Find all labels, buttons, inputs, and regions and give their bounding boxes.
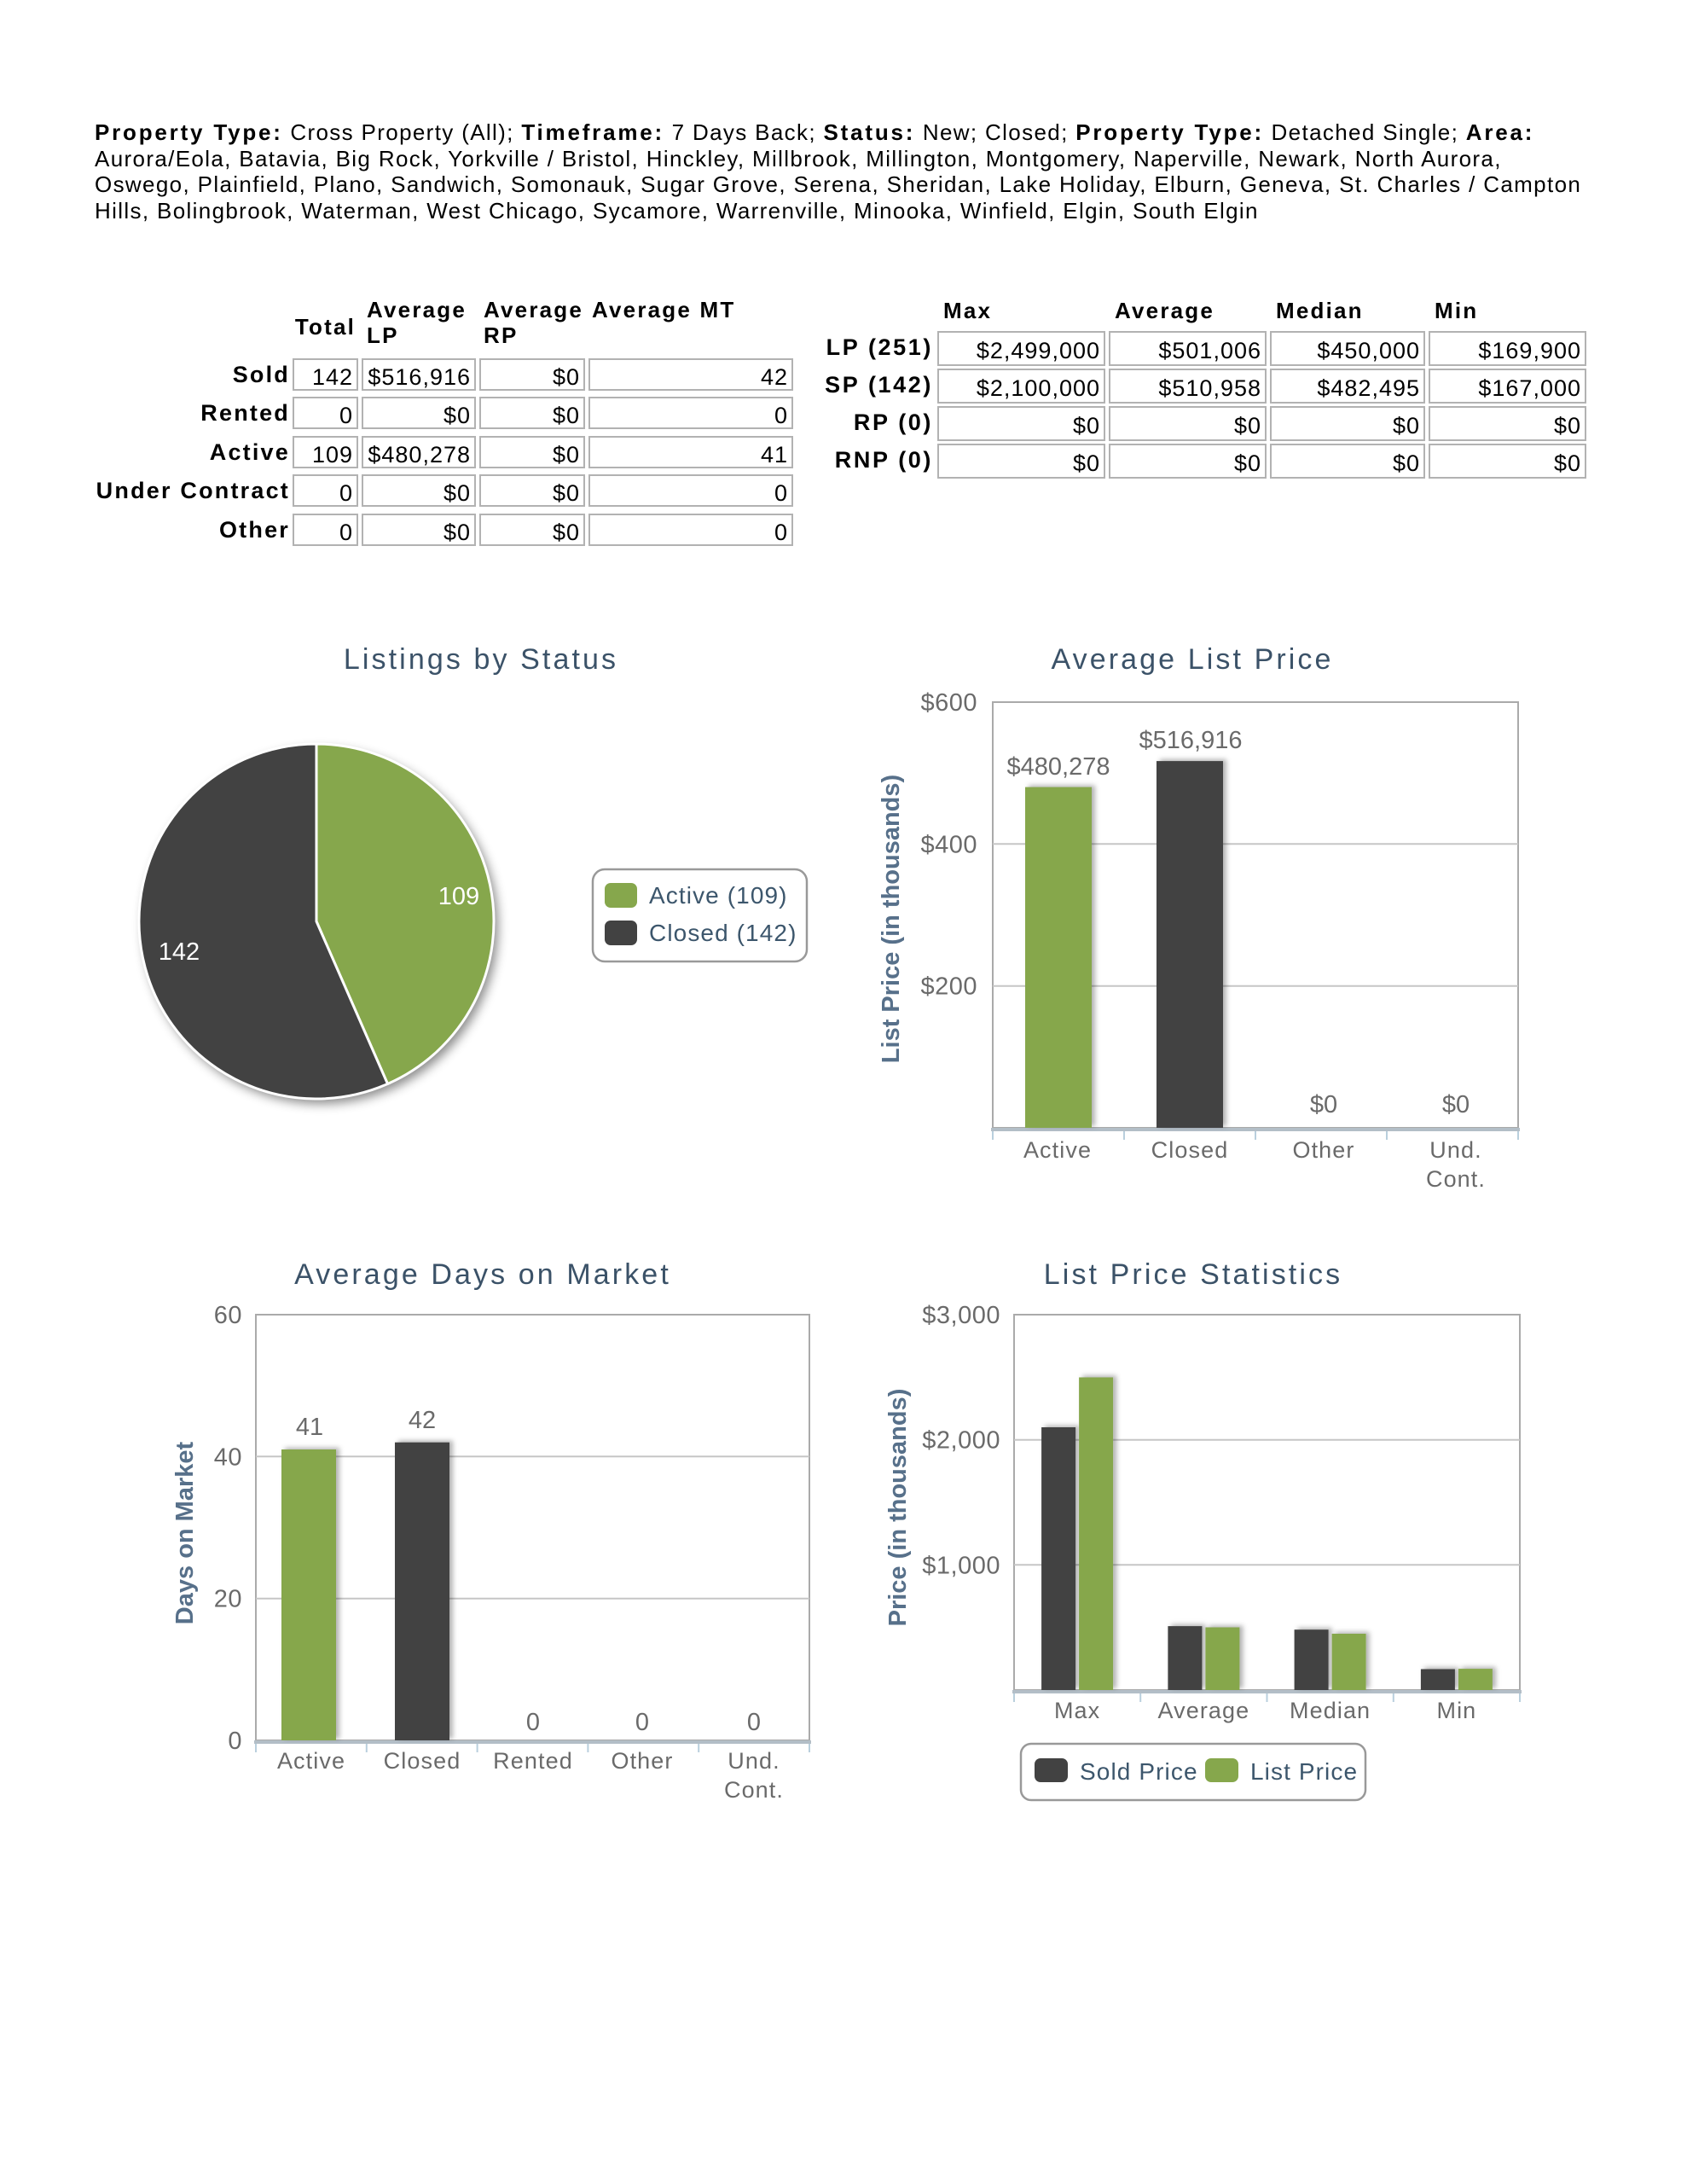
svg-text:$480,278: $480,278 <box>1007 753 1110 781</box>
svg-text:42: 42 <box>409 1407 436 1434</box>
svg-text:Days on Market: Days on Market <box>171 1441 199 1624</box>
svg-text:0: 0 <box>747 1709 761 1736</box>
svg-text:Active (109): Active (109) <box>649 882 788 909</box>
svg-text:Other: Other <box>1292 1137 1354 1163</box>
svg-text:Min: Min <box>1436 1698 1476 1723</box>
svg-text:$0: $0 <box>1310 1091 1337 1118</box>
svg-text:Closed: Closed <box>384 1748 461 1774</box>
svg-text:Closed (142): Closed (142) <box>649 920 797 946</box>
svg-text:0: 0 <box>526 1709 540 1736</box>
svg-text:Other: Other <box>611 1748 673 1774</box>
svg-text:$200: $200 <box>920 973 977 1001</box>
svg-text:Price (in thousands): Price (in thousands) <box>884 1389 912 1627</box>
svg-text:Cont.: Cont. <box>724 1777 784 1803</box>
svg-text:$3,000: $3,000 <box>922 1302 1000 1329</box>
svg-text:0: 0 <box>228 1728 242 1755</box>
svg-text:Listings by Status: Listings by Status <box>344 643 618 676</box>
svg-text:$0: $0 <box>1442 1091 1470 1118</box>
svg-text:Active: Active <box>277 1748 345 1774</box>
svg-text:$1,000: $1,000 <box>922 1552 1000 1579</box>
svg-text:Cont.: Cont. <box>1426 1166 1486 1192</box>
svg-text:Und.: Und. <box>728 1748 780 1774</box>
svg-text:Average Days on Market: Average Days on Market <box>294 1258 671 1291</box>
svg-text:Active: Active <box>1023 1137 1092 1163</box>
svg-text:Average: Average <box>1158 1698 1250 1723</box>
svg-text:Closed: Closed <box>1151 1137 1229 1163</box>
svg-text:40: 40 <box>214 1443 242 1471</box>
svg-text:List Price (in thousands): List Price (in thousands) <box>878 775 905 1063</box>
svg-text:0: 0 <box>635 1709 649 1736</box>
svg-text:List Price: List Price <box>1250 1758 1358 1785</box>
svg-text:$2,000: $2,000 <box>922 1427 1000 1455</box>
svg-text:142: 142 <box>159 938 200 966</box>
svg-text:Average List Price: Average List Price <box>1051 643 1333 676</box>
svg-text:$600: $600 <box>920 689 977 717</box>
svg-text:Max: Max <box>1054 1698 1100 1723</box>
svg-text:Und.: Und. <box>1429 1137 1481 1163</box>
svg-text:$516,916: $516,916 <box>1139 727 1243 754</box>
svg-text:$400: $400 <box>920 831 977 858</box>
svg-text:60: 60 <box>214 1302 242 1329</box>
svg-text:Sold Price: Sold Price <box>1080 1758 1198 1785</box>
svg-text:20: 20 <box>214 1586 242 1613</box>
svg-text:Median: Median <box>1290 1698 1371 1723</box>
svg-text:Rented: Rented <box>493 1748 573 1774</box>
svg-text:109: 109 <box>438 883 479 910</box>
svg-text:41: 41 <box>296 1414 323 1441</box>
svg-text:List Price Statistics: List Price Statistics <box>1044 1258 1342 1291</box>
